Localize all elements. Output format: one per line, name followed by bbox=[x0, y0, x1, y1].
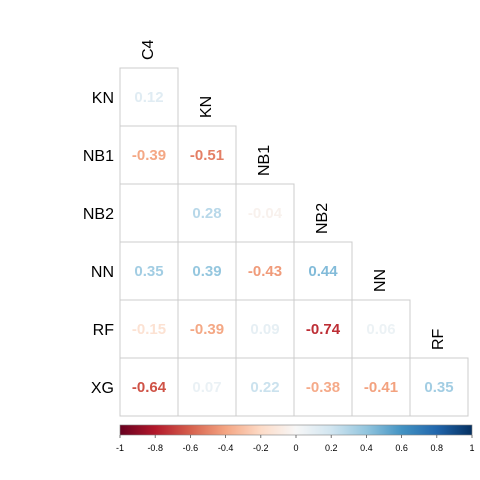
colorbar-tick-label: 0 bbox=[293, 443, 298, 453]
colorbar-tick-label: 0.6 bbox=[395, 443, 408, 453]
heatmap-cell-xg-nn bbox=[351, 357, 411, 417]
cell-value-label: 0.28 bbox=[192, 205, 221, 222]
cell-value-label: -0.43 bbox=[248, 263, 282, 280]
heatmap-cell-xg-nb1 bbox=[235, 357, 295, 417]
heatmap-cell-nb1-kn bbox=[177, 125, 237, 185]
colorbar-tick-label: -1 bbox=[116, 443, 124, 453]
heatmap-cell-nb1-c4 bbox=[119, 125, 179, 185]
heatmap-cell-nb2-c4 bbox=[119, 183, 179, 243]
row-label-rf: RF bbox=[93, 322, 115, 339]
cell-value-label: 0.44 bbox=[308, 263, 338, 280]
colorbar-tick-label: -0.6 bbox=[183, 443, 199, 453]
colorbar-tick-label: -0.2 bbox=[253, 443, 269, 453]
colorbar-tick-label: -0.8 bbox=[147, 443, 163, 453]
heatmap-cell-kn-c4 bbox=[119, 67, 179, 127]
column-label-nn: NN bbox=[372, 269, 389, 292]
column-label-nb1: NB1 bbox=[256, 145, 273, 176]
cell-value-label: 0.22 bbox=[250, 379, 279, 396]
column-label-kn: KN bbox=[198, 96, 215, 118]
cell-value-label: -0.38 bbox=[306, 379, 340, 396]
heatmap-cell-rf-nb1 bbox=[235, 299, 295, 359]
cell-value-label: 0.09 bbox=[250, 321, 279, 338]
heatmap-cell-xg-kn bbox=[177, 357, 237, 417]
colorbar bbox=[119, 424, 473, 436]
cell-value-label: -0.64 bbox=[132, 379, 167, 396]
cell-value-label: 0.39 bbox=[192, 263, 221, 280]
colorbar-tick-label: 1 bbox=[469, 443, 474, 453]
cell-value-label: 0.07 bbox=[192, 379, 221, 396]
heatmap-cell-nn-nb1 bbox=[235, 241, 295, 301]
cell-value-label: 0.35 bbox=[424, 379, 453, 396]
row-label-nn: NN bbox=[91, 264, 114, 281]
colorbar-tick-label: -0.4 bbox=[218, 443, 234, 453]
cell-value-label: 0.12 bbox=[134, 89, 163, 106]
cell-value-label: -0.39 bbox=[132, 147, 166, 164]
cell-value-label: -0.04 bbox=[248, 205, 283, 222]
colorbar-tick-label: 0.4 bbox=[360, 443, 373, 453]
row-label-nb1: NB1 bbox=[83, 148, 114, 165]
heatmap-cell-xg-nb2 bbox=[293, 357, 353, 417]
cell-value-label: -0.39 bbox=[190, 321, 224, 338]
column-label-c4: C4 bbox=[140, 39, 157, 60]
column-label-rf: RF bbox=[430, 328, 447, 350]
heatmap-cell-rf-c4 bbox=[119, 299, 179, 359]
colorbar-tick-label: 0.2 bbox=[325, 443, 338, 453]
cell-value-label: -0.51 bbox=[190, 147, 224, 164]
row-label-nb2: NB2 bbox=[83, 206, 114, 223]
cell-value-label: -0.41 bbox=[364, 379, 398, 396]
row-label-kn: KN bbox=[92, 90, 114, 107]
cell-value-label: -0.15 bbox=[132, 321, 166, 338]
heatmap-cell-nn-c4 bbox=[119, 241, 179, 301]
cell-value-label: 0.35 bbox=[134, 263, 163, 280]
row-label-xg: XG bbox=[91, 380, 114, 397]
heatmap-cell-rf-nn bbox=[351, 299, 411, 359]
cell-value-label: -0.74 bbox=[306, 321, 341, 338]
colorbar-tick-label: 0.8 bbox=[431, 443, 444, 453]
cell-value-label: 0.06 bbox=[366, 321, 395, 338]
heatmap-cell-xg-rf bbox=[409, 357, 469, 417]
column-label-nb2: NB2 bbox=[314, 203, 331, 234]
